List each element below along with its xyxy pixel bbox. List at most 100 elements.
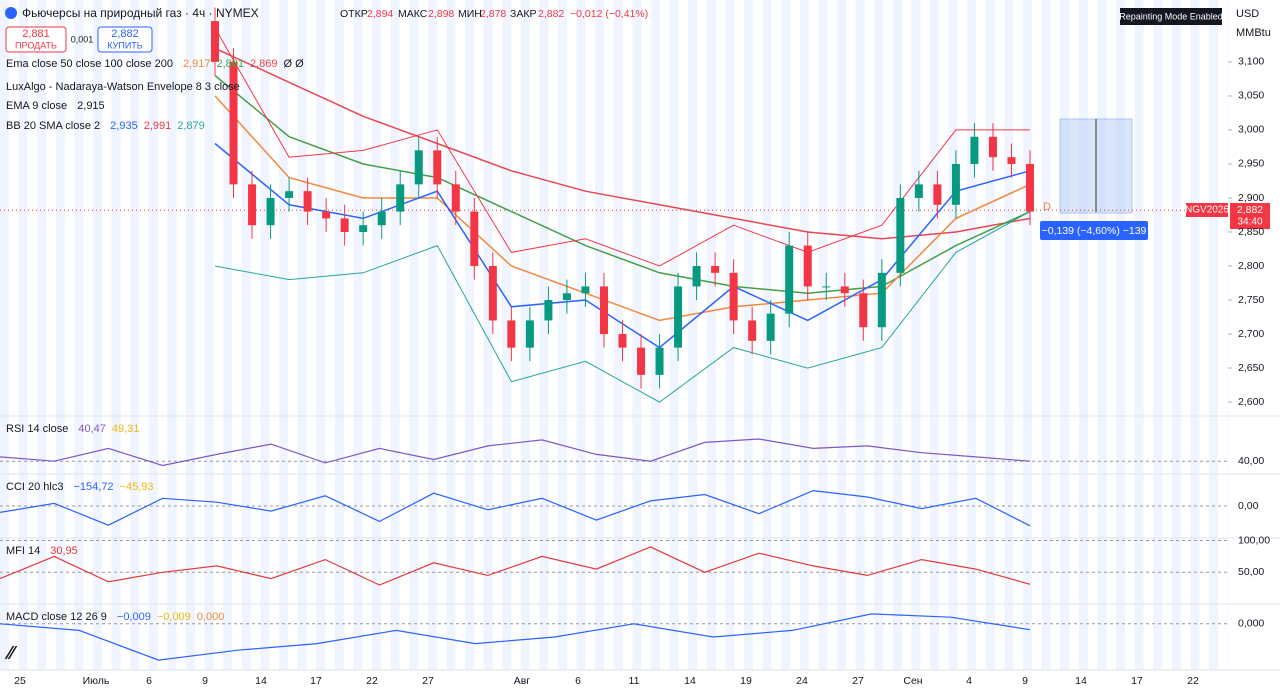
y-tick-label: 3,100 [1238, 56, 1264, 68]
pane-title: MACD close 12 26 9 [6, 611, 107, 623]
low: 2,878 [480, 8, 506, 20]
candle-body [433, 150, 442, 185]
candle-body [896, 197, 905, 273]
sell-button[interactable] [5, 26, 67, 53]
title: Фьючерсы на природный газ · 4ч · NYMEX [22, 6, 259, 20]
buy-label: КУПИТЬ [107, 40, 142, 50]
legend-name: EMA 9 close [6, 100, 67, 112]
low-label: МИН [458, 8, 482, 20]
candle-body [322, 211, 331, 219]
x-tick-label: 11 [629, 675, 640, 687]
close-label: ЗАКР [510, 8, 536, 20]
change: −0,012 (−0,41%) [570, 8, 648, 20]
candle-body [562, 293, 571, 301]
legend-name: BB 20 SMA close 2 [6, 120, 100, 132]
pane-title: CCI 20 hlc3 [6, 481, 63, 493]
unit[interactable]: MMBtu [1236, 27, 1271, 39]
open-label: ОТКР [340, 8, 368, 20]
legend-value: 2,869 [250, 58, 278, 70]
legend-value: 2,879 [177, 120, 205, 132]
indicator-line [214, 27, 1030, 267]
pane-line [0, 489, 1031, 527]
high-label: МАКС [398, 8, 428, 20]
pane-separators [0, 415, 1280, 671]
x-tick-label: 4 [966, 675, 972, 687]
x-tick-label: 19 [740, 675, 752, 687]
candle-body [951, 163, 960, 205]
x-tick-label: 17 [1131, 675, 1143, 687]
candle-body [766, 313, 775, 341]
y-tick-label: 2,950 [1238, 158, 1264, 170]
x-tick-label: 14 [255, 675, 267, 687]
candle-body [414, 150, 423, 185]
candle-body [711, 266, 720, 273]
x-tick-label: 14 [1075, 675, 1087, 687]
y-tick-label: 3,050 [1238, 90, 1264, 102]
candle-body [285, 191, 294, 198]
currency[interactable]: USD [1236, 8, 1259, 20]
legend-value: 2,915 [77, 100, 105, 112]
pane-value: −0,009 [117, 611, 151, 623]
candle-body [748, 320, 757, 341]
candle-body [729, 272, 738, 321]
legend-value: 2,917 [183, 58, 211, 70]
candle-body [785, 245, 794, 314]
badge: Repainting Mode Enabled [1119, 11, 1223, 21]
candle-body [970, 136, 979, 164]
pane-value: 30,95 [50, 545, 78, 557]
candle-body [525, 320, 534, 348]
legend-name: Ema close 50 close 100 close 200 [6, 58, 173, 70]
candle-body [507, 320, 516, 348]
candle-body [470, 211, 479, 267]
candle-body [914, 184, 923, 198]
buy-price: 2,882 [111, 28, 139, 40]
sell-label: ПРОДАТЬ [15, 40, 57, 50]
pane-value: 49,31 [112, 423, 140, 435]
candle-body [840, 286, 849, 294]
measure-label-bg [1040, 221, 1148, 240]
candle-body [211, 21, 219, 62]
buy-button[interactable] [97, 26, 153, 53]
candle-body [933, 184, 942, 205]
y-tick-label: 2,800 [1238, 260, 1264, 272]
last-price: 2,882 [1237, 204, 1263, 216]
open: 2,894 [367, 8, 393, 20]
last-price-bg [1230, 203, 1270, 229]
x-tick-label: 22 [366, 675, 378, 687]
candle-body [377, 211, 386, 226]
x-tick-label: Июль [83, 675, 110, 687]
candle-body [877, 272, 886, 328]
candle-body [692, 266, 701, 287]
candle-body [303, 191, 312, 212]
x-tick-label: 9 [202, 675, 208, 687]
symbol-bg [1186, 203, 1228, 217]
candle-body [340, 218, 349, 232]
candle-body [637, 347, 646, 375]
legend-value: Ø Ø [284, 58, 305, 70]
pane-tick-label: 0,000 [1238, 618, 1264, 630]
y-tick-label: 3,000 [1238, 124, 1264, 136]
high: 2,898 [428, 8, 454, 20]
candle-body [599, 286, 608, 335]
x-tick-label: 6 [146, 675, 152, 687]
y-tick-label: 2,750 [1238, 294, 1264, 306]
candle-body [618, 334, 627, 348]
x-tick-label: 17 [310, 675, 322, 687]
candle-body [988, 136, 997, 158]
x-tick-label: Авг [514, 675, 531, 687]
pane-line [0, 438, 1031, 467]
sell-price: 2,881 [22, 28, 50, 40]
pane-value: 40,47 [78, 423, 106, 435]
candle-body [396, 184, 405, 212]
price-axis [1228, 0, 1280, 692]
spread: 0,001 [71, 34, 94, 44]
candle-body [229, 61, 238, 185]
x-tick-label: 14 [684, 675, 696, 687]
candle-body [266, 197, 275, 226]
candle-body [451, 184, 460, 212]
legend-value: 2,935 [110, 120, 138, 132]
legend-value: 2,881 [216, 58, 244, 70]
y-tick-label: 2,700 [1238, 328, 1264, 340]
x-tick-label: 25 [14, 675, 26, 687]
pane-value: −45,93 [120, 481, 154, 493]
